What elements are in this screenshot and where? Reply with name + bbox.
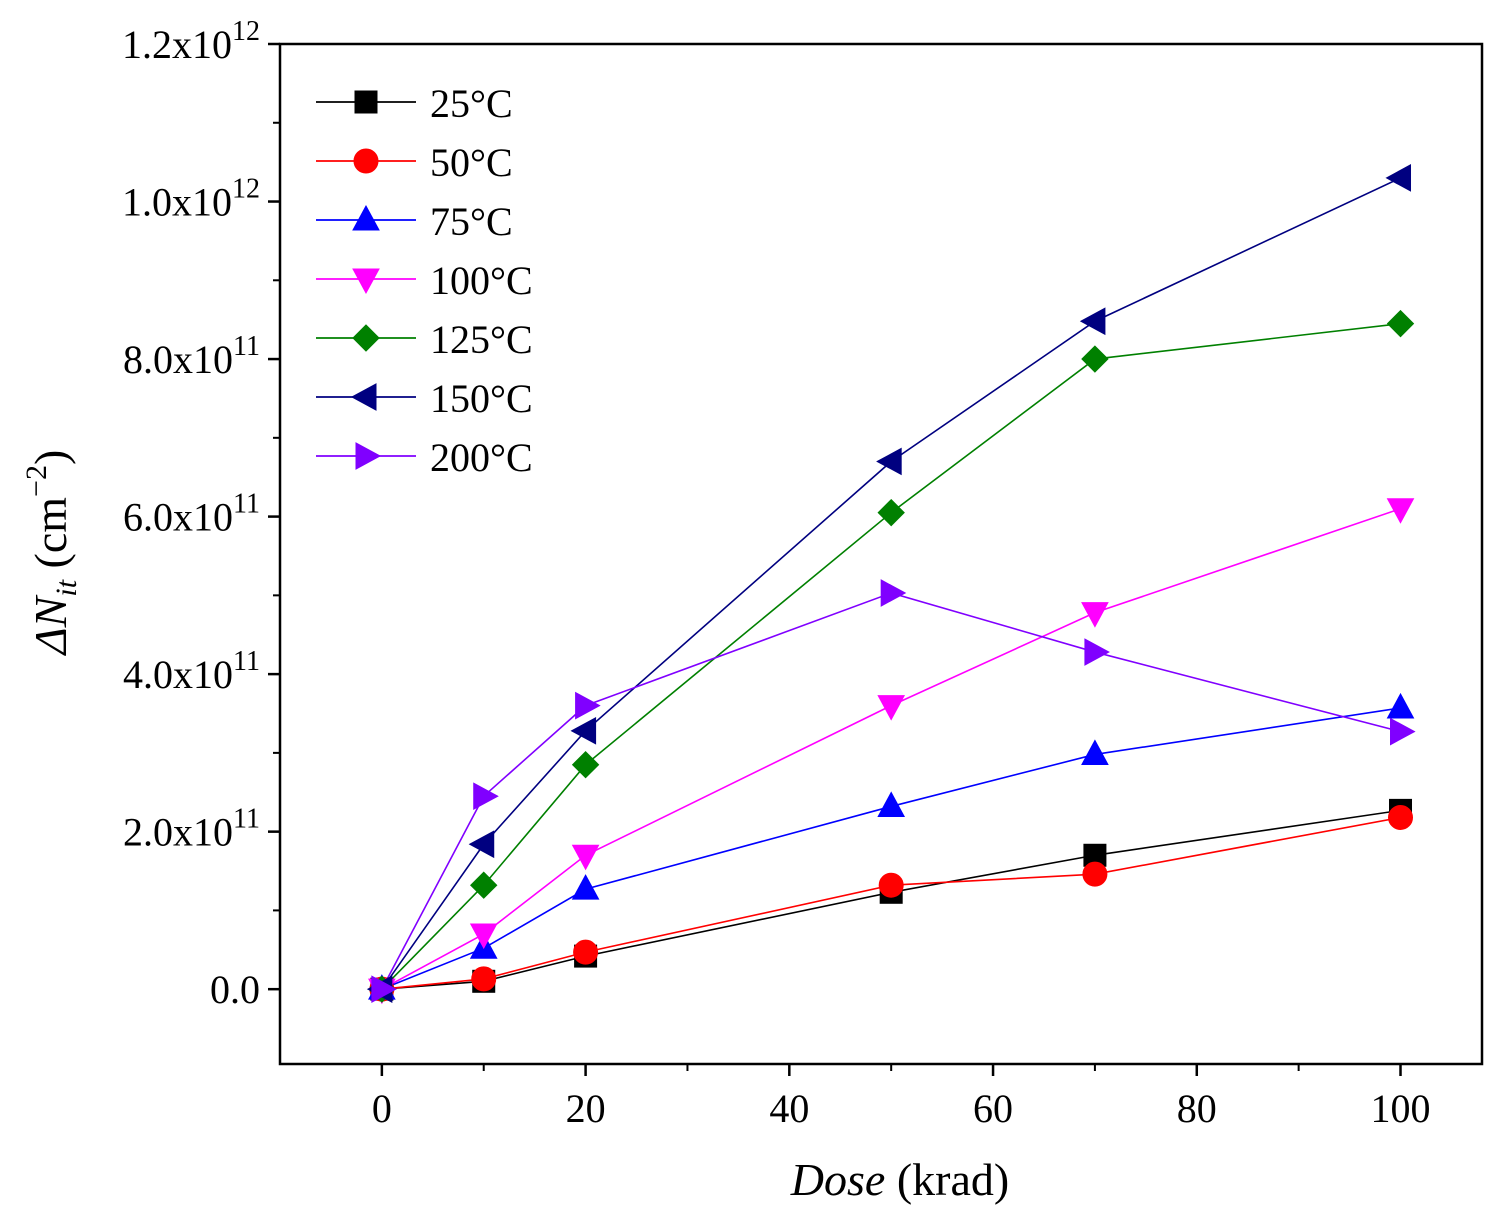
y-axis-title-subscript: it xyxy=(50,579,83,596)
series-line-125c xyxy=(381,322,1401,990)
y-axis-title: ΔNit (cm−2) xyxy=(20,450,83,657)
data-point-150c xyxy=(570,716,597,745)
series-line-100c xyxy=(381,507,1401,990)
data-point-75c xyxy=(1386,692,1415,719)
x-tick-label: 40 xyxy=(769,1086,809,1131)
y-tick-label: 1.2x1012 xyxy=(122,16,260,67)
legend-marker xyxy=(352,268,380,295)
data-point-75c xyxy=(877,791,906,817)
data-point-150c xyxy=(1385,164,1412,192)
y-tick-labels: 0.0 2.0x1011 4.0x1011 6.0x1011 8.0x1011 1.0x1… xyxy=(122,16,260,1012)
x-tick-label: 0 xyxy=(372,1086,392,1131)
x-tick-labels: 0 20 40 60 80 100 xyxy=(372,1086,1431,1131)
x-axis-title: Dose (krad) xyxy=(790,1154,1009,1205)
data-point-150c xyxy=(876,447,902,476)
legend-marker xyxy=(354,90,378,114)
data-point-50c xyxy=(471,966,497,992)
data-point-100c xyxy=(1081,602,1109,628)
x-axis-title-italic: Dose xyxy=(790,1154,886,1205)
data-point-200c xyxy=(1084,638,1110,666)
series-line-25c xyxy=(381,809,1401,990)
y-axis-title-unit: (cm xyxy=(25,497,76,580)
data-point-100c xyxy=(571,844,600,871)
data-point-50c xyxy=(573,939,599,965)
y-tick-label: 2.0x1011 xyxy=(123,804,260,855)
data-point-100c xyxy=(877,695,906,721)
legend: 25°C 50°C 75°C 100°C 125°C 150°C 200°C xyxy=(316,81,533,480)
data-point-125c xyxy=(1386,309,1415,338)
x-axis-title-unit: (krad) xyxy=(885,1154,1009,1205)
series-markers xyxy=(366,164,1416,1005)
data-point-200c xyxy=(575,691,601,720)
x-tick-label: 60 xyxy=(973,1086,1013,1131)
series-line-150c xyxy=(381,177,1401,990)
data-point-125c xyxy=(1081,345,1109,373)
legend-marker xyxy=(350,383,377,411)
data-point-200c xyxy=(1390,717,1416,746)
series-line-75c xyxy=(381,707,1401,990)
y-tick-label: 0.0 xyxy=(210,967,260,1012)
y-axis-title-superscript: −2 xyxy=(20,465,53,497)
legend-marker xyxy=(355,442,382,470)
y-axis-title-close: ) xyxy=(25,450,76,465)
data-point-75c xyxy=(571,874,600,900)
y-tick-label: 6.0x1011 xyxy=(123,489,260,540)
data-point-50c xyxy=(1082,861,1108,887)
x-tick-label: 80 xyxy=(1177,1086,1217,1131)
plot-frame xyxy=(278,42,1484,1066)
y-axis-title-symbol: ΔN xyxy=(25,594,76,656)
data-point-75c xyxy=(1081,739,1109,765)
data-point-150c xyxy=(1079,307,1106,336)
legend-label: 100°C xyxy=(430,258,533,303)
data-point-200c xyxy=(880,579,907,607)
data-point-100c xyxy=(1386,498,1415,524)
legend-label: 75°C xyxy=(430,199,513,244)
y-tick-label: 8.0x1011 xyxy=(123,331,260,382)
data-point-125c xyxy=(877,498,905,527)
x-tick-label: 100 xyxy=(1371,1086,1431,1131)
data-point-100c xyxy=(469,923,498,950)
legend-marker xyxy=(353,148,379,174)
series-lines xyxy=(381,177,1401,990)
series-line-200c xyxy=(381,592,1401,990)
y-tick-label: 4.0x1011 xyxy=(123,646,260,697)
data-point-200c xyxy=(473,782,499,811)
legend-marker xyxy=(352,324,380,352)
legend-label: 25°C xyxy=(430,81,513,126)
legend-label: 200°C xyxy=(430,435,533,480)
data-point-50c xyxy=(878,872,904,898)
data-point-125c xyxy=(470,871,498,899)
data-point-50c xyxy=(1388,804,1414,830)
legend-marker xyxy=(352,204,380,231)
x-tick-label: 20 xyxy=(566,1086,606,1131)
legend-label: 150°C xyxy=(430,376,533,421)
legend-label: 50°C xyxy=(430,140,513,185)
data-point-200c xyxy=(371,975,397,1004)
axis-ticks xyxy=(268,42,1402,1076)
data-point-150c xyxy=(468,830,495,859)
series-line-50c xyxy=(381,816,1401,990)
legend-label: 125°C xyxy=(430,317,533,362)
data-point-125c xyxy=(571,750,600,779)
y-tick-label: 1.0x1012 xyxy=(122,174,260,225)
